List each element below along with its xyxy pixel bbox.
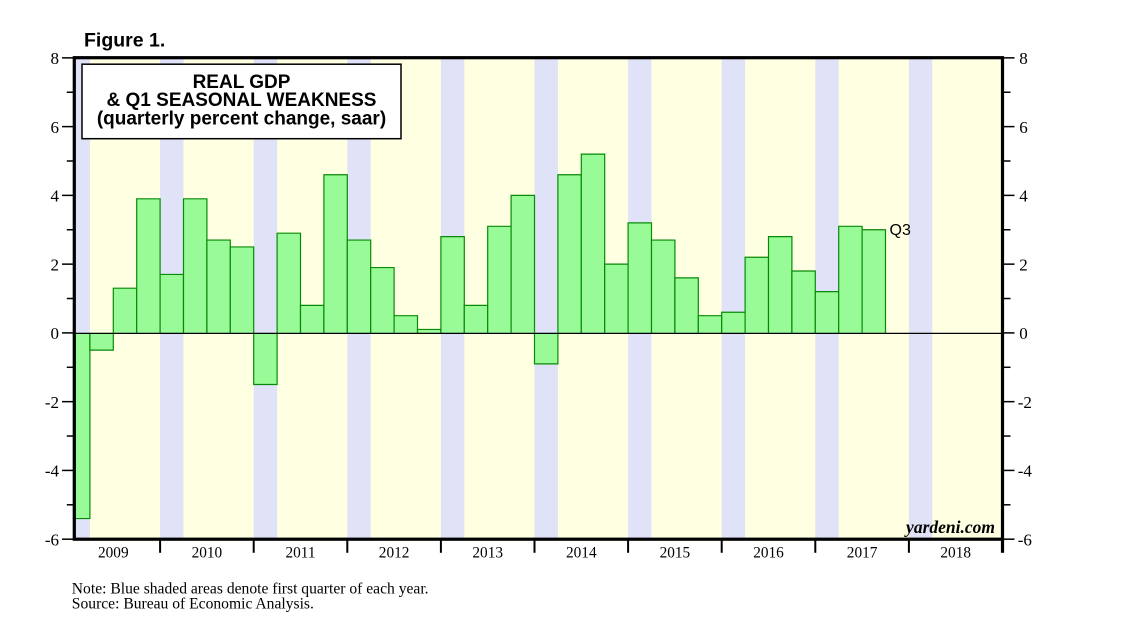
svg-text:2: 2 (51, 255, 60, 274)
svg-text:2009: 2009 (98, 545, 129, 562)
svg-text:6: 6 (1019, 118, 1027, 137)
svg-text:2015: 2015 (660, 545, 691, 562)
svg-text:2018: 2018 (940, 545, 971, 562)
svg-text:REAL GDP: REAL GDP (193, 72, 291, 93)
svg-text:8: 8 (1019, 49, 1027, 68)
svg-text:Figure 1.: Figure 1. (84, 29, 165, 51)
svg-text:4: 4 (1019, 187, 1028, 206)
svg-text:-6: -6 (45, 530, 59, 549)
svg-text:(quarterly percent change, saa: (quarterly percent change, saar) (97, 108, 386, 129)
svg-text:2017: 2017 (847, 545, 878, 562)
svg-text:2013: 2013 (472, 545, 503, 562)
svg-text:Note: Blue shaded areas denote: Note: Blue shaded areas denote first qua… (72, 580, 429, 597)
svg-text:2016: 2016 (753, 545, 784, 562)
svg-text:& Q1 SEASONAL WEAKNESS: & Q1 SEASONAL WEAKNESS (107, 90, 377, 111)
svg-text:4: 4 (51, 187, 60, 206)
svg-text:-6: -6 (1018, 530, 1032, 549)
svg-text:2014: 2014 (566, 545, 597, 562)
svg-text:Source: Bureau of Economic Ana: Source: Bureau of Economic Analysis. (72, 595, 314, 612)
svg-text:yardeni.com: yardeni.com (904, 517, 995, 537)
svg-text:2: 2 (1019, 255, 1027, 274)
svg-text:8: 8 (51, 49, 60, 68)
svg-text:-4: -4 (1018, 462, 1033, 481)
svg-text:-2: -2 (45, 393, 59, 412)
svg-text:-4: -4 (45, 462, 60, 481)
svg-text:6: 6 (51, 118, 60, 137)
svg-text:Q3: Q3 (890, 222, 911, 239)
svg-text:0: 0 (1019, 324, 1027, 343)
svg-text:0: 0 (51, 324, 60, 343)
svg-text:2010: 2010 (192, 545, 223, 562)
svg-text:-2: -2 (1018, 393, 1032, 412)
svg-text:2011: 2011 (285, 545, 315, 562)
svg-text:2012: 2012 (379, 545, 410, 562)
